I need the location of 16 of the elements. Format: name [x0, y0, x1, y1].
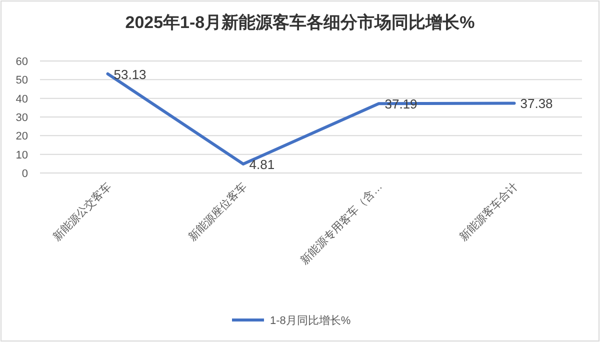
data-label: 37.38	[520, 96, 553, 112]
legend-label: 1-8月同比增长%	[270, 314, 351, 327]
chart-title: 2025年1-8月新能源客车各细分市场同比增长%	[125, 13, 475, 32]
x-tick-label: 新能源专用客车（含…	[298, 180, 385, 267]
data-label: 4.81	[249, 157, 275, 172]
data-label: 53.13	[114, 66, 146, 82]
y-tick-label: 50	[16, 74, 28, 87]
x-tick-label: 新能源座位客车	[186, 180, 250, 244]
y-tick-label: 60	[16, 56, 28, 68]
y-tick-label: 40	[16, 93, 28, 106]
y-tick-label: 30	[16, 112, 28, 124]
x-tick-label: 新能源公交客车	[50, 180, 114, 244]
y-tick-label: 20	[16, 130, 28, 143]
y-tick-label: 0	[22, 168, 28, 180]
y-tick-label: 10	[16, 149, 28, 162]
x-tick-label: 新能源客车合计	[456, 180, 520, 244]
